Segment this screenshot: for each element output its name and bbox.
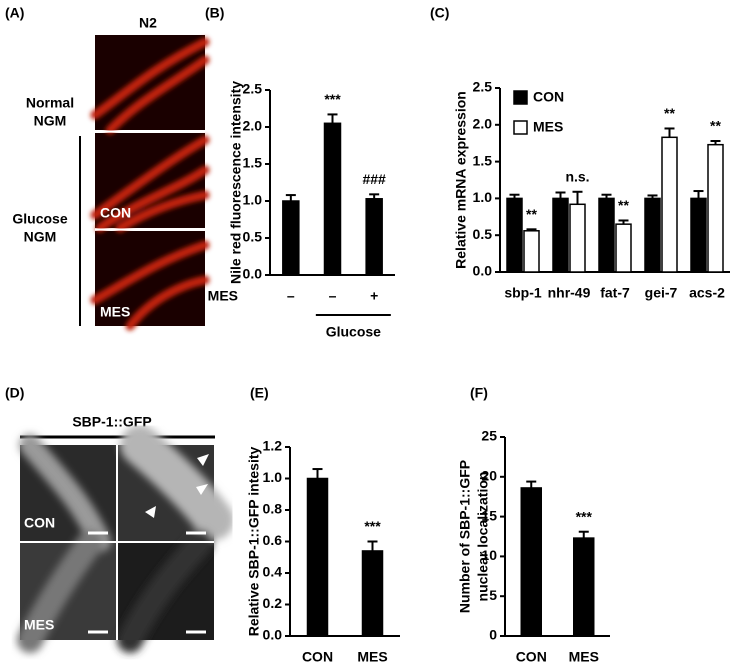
annotation: *** <box>364 518 381 534</box>
y-tick-label: 2.0 <box>243 118 263 134</box>
column-label: N2 <box>139 15 157 31</box>
x-tick-label: CON <box>516 649 547 665</box>
y-axis-label: Relative SBP-1::GFP intesity <box>246 447 262 637</box>
bar <box>365 198 383 276</box>
panel-label: (F) <box>470 385 488 401</box>
y-tick-label: 0.6 <box>263 532 283 548</box>
image-label: MES <box>100 304 130 320</box>
bar <box>573 537 595 637</box>
image-label: MES <box>24 617 54 633</box>
legend-label: MES <box>533 119 563 135</box>
y-tick-label: 0.2 <box>263 595 283 611</box>
annotation: ** <box>618 197 629 213</box>
panel-label: (D) <box>5 385 24 401</box>
annotation: *** <box>324 91 341 107</box>
group-label: Glucose <box>326 324 381 340</box>
panel-label: (B) <box>205 5 224 21</box>
y-tick-label: 0.0 <box>243 266 263 282</box>
legend-swatch <box>513 90 528 105</box>
image-label: CON <box>24 515 55 531</box>
y-tick-label: 2.5 <box>243 81 263 97</box>
x-tick-label: + <box>370 288 378 304</box>
y-tick-label: 0 <box>489 627 497 643</box>
panel-label: (A) <box>5 5 24 21</box>
row-label: NGM <box>34 113 67 129</box>
x-row-label: MES <box>208 288 238 304</box>
x-tick-label: gei-7 <box>645 285 678 301</box>
y-tick-label: 1.0 <box>243 192 263 208</box>
y-tick-label: 1.5 <box>473 152 493 168</box>
y-tick-label: 25 <box>481 428 497 444</box>
y-tick-label: 1.0 <box>263 469 283 485</box>
x-tick-label: MES <box>569 649 599 665</box>
bar <box>569 203 586 273</box>
y-tick-label: 0.0 <box>473 263 493 279</box>
x-tick-label: – <box>287 288 295 304</box>
annotation: n.s. <box>565 168 589 184</box>
legend-label: CON <box>533 89 564 105</box>
panel-label: (C) <box>430 5 449 21</box>
bar <box>282 200 300 276</box>
micrograph-a <box>90 35 210 331</box>
bar <box>506 197 523 273</box>
y-tick-label: 2.5 <box>473 79 493 95</box>
y-tick-label: 1.5 <box>243 155 263 171</box>
y-tick-label: 5 <box>489 587 497 603</box>
micrograph-d <box>17 425 234 653</box>
y-tick-label: 15 <box>481 507 497 523</box>
x-tick-label: acs-2 <box>689 285 725 301</box>
bar <box>707 143 724 273</box>
annotation: ** <box>664 105 675 121</box>
x-tick-label: MES <box>357 649 387 665</box>
y-tick-label: 0.5 <box>243 229 263 245</box>
bar <box>306 477 329 637</box>
y-tick-label: 20 <box>481 468 497 484</box>
bar <box>361 550 384 637</box>
y-axis-label: Number of SBP-1::GFP <box>457 460 473 613</box>
x-tick-label: sbp-1 <box>504 285 542 301</box>
bar <box>690 197 707 273</box>
bar <box>598 197 615 273</box>
bar <box>523 230 540 273</box>
y-tick-label: 0.8 <box>263 501 283 517</box>
bar <box>520 487 542 637</box>
x-tick-label: nhr-49 <box>548 285 591 301</box>
legend-swatch <box>513 120 528 135</box>
x-tick-label: CON <box>302 649 333 665</box>
annotation: ** <box>526 206 537 222</box>
bar <box>552 197 569 273</box>
row-label: Normal <box>26 95 74 111</box>
image-label: CON <box>100 205 131 221</box>
panel-label: (E) <box>250 385 269 401</box>
y-tick-label: 0.5 <box>473 226 493 242</box>
y-tick-label: 0.0 <box>263 627 283 643</box>
annotation: ** <box>710 118 721 134</box>
y-axis-label: Nile red fluorescence intensity <box>228 81 244 284</box>
y-tick-label: 10 <box>481 547 497 563</box>
row-label: Glucose <box>12 211 67 227</box>
y-tick-label: 1.0 <box>473 189 493 205</box>
annotation: *** <box>576 508 593 524</box>
y-tick-label: 1.2 <box>263 438 283 454</box>
row-label: NGM <box>24 229 57 245</box>
y-axis-label: nuclear localization <box>475 472 491 602</box>
x-tick-label: – <box>329 288 337 304</box>
bar <box>661 136 678 273</box>
panel-title: SBP-1::GFP <box>72 414 151 430</box>
x-tick-label: fat-7 <box>600 285 630 301</box>
bar <box>323 122 342 276</box>
y-axis-label: Relative mRNA expression <box>453 91 469 269</box>
y-tick-label: 0.4 <box>263 564 283 580</box>
annotation: ### <box>362 171 386 187</box>
y-tick-label: 2.0 <box>473 116 493 132</box>
bar <box>644 197 661 273</box>
bar <box>615 223 632 273</box>
